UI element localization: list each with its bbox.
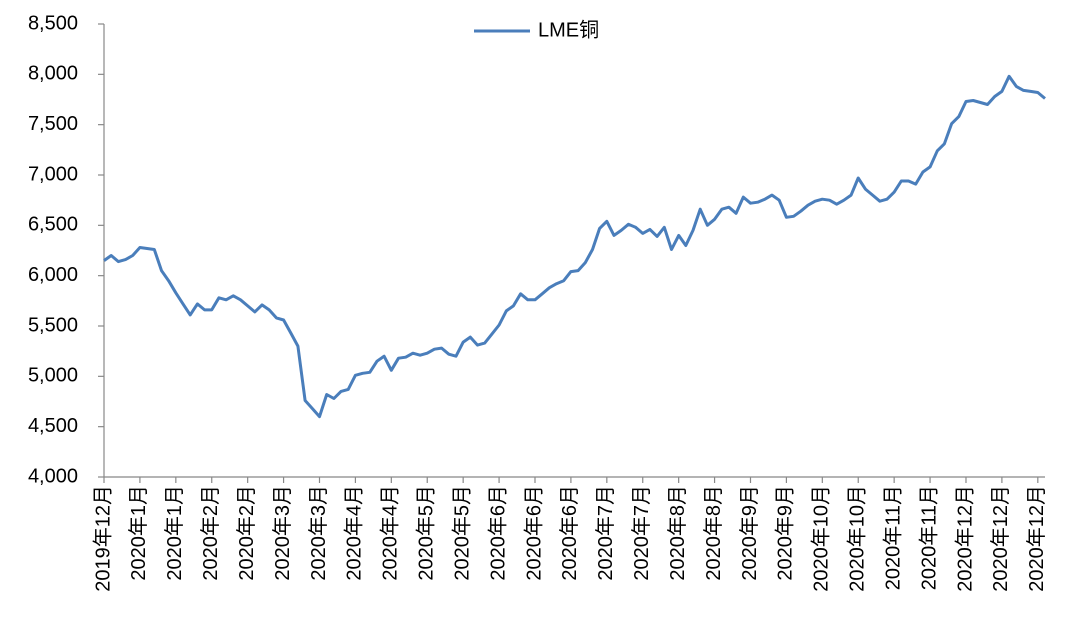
x-tick-label: 2020年4月 xyxy=(379,485,402,581)
x-tick-label: 2019年12月 xyxy=(91,485,114,592)
y-tick-label: 7,000 xyxy=(28,163,78,185)
y-tick-label: 8,000 xyxy=(28,63,78,85)
y-tick-label: 8,500 xyxy=(28,12,78,34)
x-tick-label: 2020年7月 xyxy=(630,485,653,581)
legend-label: LME铜 xyxy=(538,18,599,41)
x-tick-label: 2020年6月 xyxy=(558,485,581,581)
x-tick-label: 2020年10月 xyxy=(846,485,869,592)
x-tick-label: 2020年1月 xyxy=(163,485,186,581)
x-tick-label: 2020年12月 xyxy=(989,485,1012,592)
x-tick-label: 2020年10月 xyxy=(810,485,833,592)
y-tick-label: 5,000 xyxy=(28,365,78,387)
y-tick-label: 6,000 xyxy=(28,264,78,286)
x-tick-label: 2020年11月 xyxy=(917,485,940,590)
x-tick-label: 2020年9月 xyxy=(738,485,761,581)
x-tick-label: 2020年9月 xyxy=(774,485,797,581)
x-tick-label: 2020年11月 xyxy=(881,485,904,590)
y-tick-label: 5,500 xyxy=(28,314,78,336)
x-tick-label: 2020年2月 xyxy=(235,485,258,581)
x-tick-label: 2020年2月 xyxy=(199,485,222,581)
x-tick-label: 2020年5月 xyxy=(415,485,438,581)
x-tick-label: 2020年6月 xyxy=(522,485,545,581)
x-tick-label: 2020年4月 xyxy=(343,485,366,581)
y-tick-label: 7,500 xyxy=(28,113,78,135)
x-tick-label: 2020年8月 xyxy=(666,485,689,581)
y-tick-label: 6,500 xyxy=(28,214,78,236)
x-tick-label: 2020年3月 xyxy=(271,485,294,581)
x-tick-label: 2020年6月 xyxy=(486,485,509,581)
y-tick-label: 4,000 xyxy=(28,465,78,487)
x-tick-label: 2020年5月 xyxy=(450,485,473,581)
y-tick-label: 4,500 xyxy=(28,415,78,437)
x-tick-label: 2020年12月 xyxy=(1025,485,1048,592)
line-series xyxy=(103,74,1046,419)
x-tick-label: 2020年8月 xyxy=(702,485,725,581)
x-tick-label: 2020年12月 xyxy=(953,485,976,592)
x-tick-label: 2020年7月 xyxy=(594,485,617,581)
x-tick-label: 2020年3月 xyxy=(307,485,330,581)
x-tick-label: 2020年1月 xyxy=(127,485,150,581)
